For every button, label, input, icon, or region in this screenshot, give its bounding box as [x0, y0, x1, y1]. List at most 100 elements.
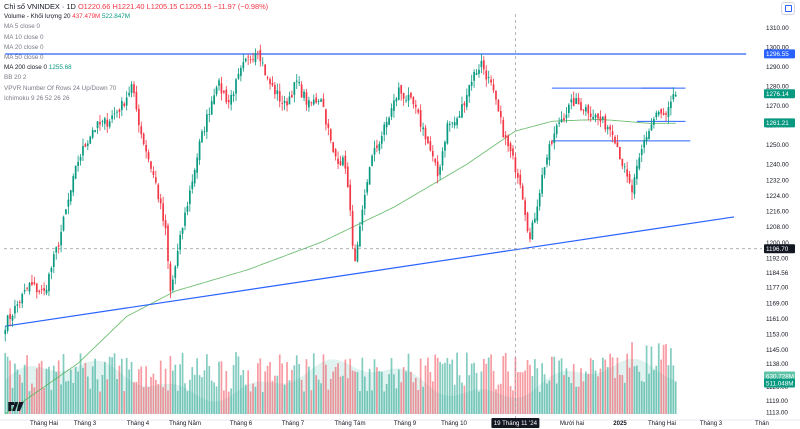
volume-bar	[619, 374, 621, 414]
x-tick-label: Tháng Hai	[648, 420, 676, 427]
volume-bar	[640, 380, 643, 414]
indicator-ichimoku[interactable]: Ichimoku 9 26 52 26 26	[4, 94, 268, 104]
candle-body	[604, 115, 607, 130]
candle-body	[303, 91, 305, 99]
volume-bar	[446, 357, 449, 414]
candle-body	[448, 123, 451, 125]
indicator-ma10[interactable]: MA 10 close 0	[4, 33, 268, 43]
volume-bar	[490, 354, 492, 414]
volume-bar	[451, 359, 454, 414]
candle-body	[31, 281, 33, 285]
candle-body	[135, 91, 138, 110]
volume-bar	[638, 371, 641, 414]
volume-bar	[461, 382, 463, 414]
volume-bar	[14, 363, 16, 414]
volume-bar	[602, 357, 604, 414]
volume-bar	[266, 365, 269, 414]
indicator-vpvr[interactable]: VPVR Number Of Rows 24 Up/Down 70	[4, 84, 268, 94]
indicator-ma200[interactable]: MA 200 close 0 1255.68	[4, 63, 268, 73]
volume-bar	[582, 381, 585, 414]
volume-bar	[422, 386, 424, 414]
volume-bar	[628, 367, 631, 414]
price-label-ma200: 1261.21	[766, 120, 789, 127]
volume-bar	[9, 360, 11, 414]
candle-body	[412, 97, 415, 105]
candle-body	[446, 123, 449, 144]
candle-body	[657, 111, 660, 115]
volume-bar	[193, 374, 196, 414]
volume-bar	[417, 390, 420, 414]
candle-body	[50, 268, 53, 273]
candle-body	[91, 129, 94, 138]
candle-body	[499, 111, 502, 118]
volume-bar	[50, 389, 53, 414]
candle-body	[312, 99, 315, 105]
candle-body	[444, 141, 446, 151]
x-tick-label: Tháng 3	[74, 420, 97, 427]
volume-bar	[371, 390, 373, 414]
tradingview-logo-icon[interactable]	[8, 402, 24, 414]
volume-bar	[572, 364, 575, 414]
volume-bars	[4, 342, 677, 414]
volume-bar	[414, 377, 417, 414]
indicator-ma5[interactable]: MA 5 close 0	[4, 22, 268, 32]
volume-bar	[293, 365, 296, 414]
volume-bar	[162, 387, 164, 414]
indicator-ma20[interactable]: MA 20 close 0	[4, 43, 268, 53]
candle-body	[465, 95, 468, 107]
volume-bar	[67, 380, 70, 414]
volume-bar	[410, 371, 412, 414]
candle-body	[89, 136, 92, 144]
candle-body	[113, 113, 116, 115]
y-tick-label: 1113.00	[766, 410, 788, 417]
candle-body	[397, 87, 400, 100]
volume-bar	[507, 371, 509, 414]
candle-body	[157, 184, 160, 200]
candle-body	[198, 141, 201, 161]
candle-body	[592, 116, 595, 119]
volume-bar	[181, 352, 184, 414]
volume-bar	[38, 363, 41, 414]
volume-bar	[125, 357, 128, 414]
y-tick-label: 1232.00	[766, 177, 789, 184]
fullscreen-icon[interactable]	[781, 2, 795, 15]
candle-body	[665, 113, 667, 115]
volume-bar	[235, 352, 237, 414]
volume-bar	[108, 356, 111, 414]
volume-bar	[249, 391, 252, 414]
x-tick-label: Tháng 7	[282, 420, 305, 427]
candle-body	[220, 83, 223, 94]
volume-bar	[164, 368, 167, 414]
volume-bar	[546, 383, 548, 414]
volume-bar	[597, 376, 599, 414]
candle-body	[536, 206, 539, 221]
volume-bar	[152, 373, 155, 414]
volume-bar	[62, 354, 65, 414]
candle-body	[308, 100, 310, 108]
volume-bar	[254, 386, 257, 414]
volume-bar	[312, 353, 315, 414]
indicator-bb[interactable]: BB 20 2	[4, 73, 268, 83]
candle-body	[577, 97, 580, 105]
y-tick-label: 1145.00	[766, 347, 789, 354]
volume-bar	[252, 383, 254, 414]
symbol-title[interactable]: Chỉ số VNINDEX · 1D	[4, 2, 76, 11]
candle-body	[463, 103, 466, 106]
candle-body	[218, 80, 220, 86]
indicator-ma50[interactable]: MA 50 close 0	[4, 53, 268, 63]
volume-bar	[456, 352, 458, 414]
candle-body	[118, 109, 121, 112]
candle-body	[422, 127, 424, 130]
volume-bar	[407, 353, 410, 414]
candle-body	[351, 210, 354, 246]
volume-bar	[35, 368, 38, 414]
candle-body	[643, 139, 646, 148]
candle-body	[434, 158, 437, 163]
volume-bar	[400, 382, 403, 414]
volume-bar	[325, 364, 327, 414]
candle-body	[359, 226, 361, 247]
candle-body	[74, 165, 77, 179]
candle-body	[672, 94, 675, 100]
indicator-volume[interactable]: Volume - Khối lượng 20 437.479M 522.847M	[4, 12, 268, 22]
